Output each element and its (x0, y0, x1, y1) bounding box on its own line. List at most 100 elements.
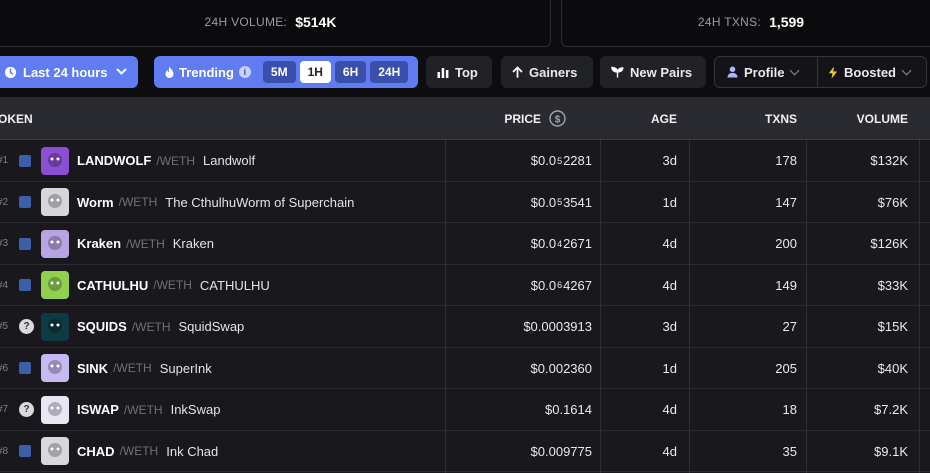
token-symbol[interactable]: CHAD (77, 443, 115, 459)
rank-number: #6 (0, 362, 9, 374)
token-txns: 200 (775, 236, 797, 251)
quote-symbol: /WETH (119, 444, 159, 458)
price-zero-count: 5 (557, 197, 563, 207)
token-symbol[interactable]: SQUIDS (77, 319, 127, 334)
column-header-token[interactable]: OKEN (0, 111, 33, 126)
token-avatar (41, 271, 69, 299)
chevron-down-icon (116, 68, 127, 76)
token-age: 4d (662, 236, 677, 251)
token-price: $0.0 6 4267 (531, 265, 592, 306)
price-header-label: PRICE (504, 111, 541, 126)
chain-badge-icon (19, 196, 31, 208)
token-age: 3d (662, 153, 677, 168)
rank-number: #8 (0, 445, 9, 457)
token-avatar (41, 146, 69, 175)
column-header-txns[interactable]: TXNS (764, 111, 797, 126)
token-symbol[interactable]: LANDWOLF (77, 153, 152, 168)
new-pairs-button[interactable]: New Pairs (600, 56, 706, 88)
table-row[interactable]: #8 CHAD/WETH Ink Chad $0.009775 4d 35 $9.1K (0, 431, 930, 472)
timeframe-6h-button[interactable]: 6H (334, 61, 367, 83)
price-digits: 3541 (563, 194, 592, 210)
table-row[interactable]: #7? ISWAP/WETH InkSwap $0.1614 4d 18 $7.2K (0, 389, 930, 431)
new-pairs-label: New Pairs (630, 64, 693, 80)
info-icon[interactable]: i (238, 66, 251, 78)
column-header-volume[interactable]: VOLUME (856, 111, 908, 126)
rank-number: #4 (0, 279, 9, 291)
token-name: SuperInk (159, 360, 212, 376)
chevron-down-icon (901, 65, 912, 75)
token-volume: $40K (877, 360, 908, 376)
column-header-age[interactable]: AGE (650, 111, 677, 126)
chain-badge-icon (19, 279, 31, 291)
token-price: $0.0 4 2671 (531, 223, 592, 264)
volume-value: $514K (295, 13, 337, 30)
token-age: 4d (662, 277, 677, 293)
token-avatar (41, 312, 69, 341)
chevron-down-icon (790, 65, 800, 75)
token-age: 1d (662, 360, 677, 376)
trending-label[interactable]: Trending (179, 64, 234, 80)
timeframe-24h-button[interactable]: 24H (370, 61, 409, 83)
txns-label: 24H TXNS: (697, 14, 762, 29)
token-volume: $33K (877, 277, 908, 293)
table-row[interactable]: #2 Worm/WETH The CthulhuWorm of Superchain… (0, 182, 930, 223)
token-price: $0.0003913 (523, 306, 592, 347)
top-button[interactable]: Top (426, 56, 492, 88)
table-header: OKEN PRICE $ AGE TXNS VOLUME (0, 97, 930, 140)
token-symbol[interactable]: Kraken (77, 236, 122, 251)
token-symbol[interactable]: Worm (77, 194, 114, 210)
token-name: CATHULHU (199, 277, 270, 293)
volume-label: 24H VOLUME: (204, 14, 288, 29)
txns-card: 24H TXNS: 1,599 (561, 0, 930, 47)
time-range-label: Last 24 hours (23, 64, 108, 80)
bar-chart-icon (437, 67, 449, 78)
gainers-button[interactable]: Gainers (501, 56, 593, 88)
token-age: 4d (662, 402, 677, 417)
token-name: Ink Chad (166, 443, 219, 459)
token-age: 1d (662, 194, 677, 210)
timeframe-5m-button[interactable]: 5M (262, 61, 296, 83)
table-row[interactable]: #6 SINK/WETH SuperInk $0.002360 1d 205 $40K (0, 348, 930, 389)
currency-toggle-icon[interactable]: $ (549, 110, 566, 127)
token-symbol[interactable]: CATHULHU (77, 277, 149, 293)
token-price: $0.002360 (531, 348, 592, 389)
token-volume: $15K (877, 319, 908, 334)
token-price: $0.009775 (531, 431, 592, 472)
time-range-dropdown[interactable]: Last 24 hours (0, 56, 138, 88)
chain-badge-icon (19, 237, 31, 250)
column-header-price[interactable]: PRICE $ (504, 97, 566, 140)
flame-icon (164, 66, 175, 79)
boosted-filter-button[interactable]: Boosted (817, 56, 927, 88)
token-avatar (41, 188, 69, 216)
rank-number: #3 (0, 238, 9, 249)
token-txns: 147 (775, 194, 797, 210)
token-volume: $76K (877, 194, 908, 210)
gainers-label: Gainers (529, 64, 578, 80)
token-avatar (41, 354, 69, 382)
price-prefix: $0.0 (530, 153, 557, 168)
token-symbol[interactable]: SINK (77, 360, 109, 376)
profile-filter-button[interactable]: Profile (714, 56, 818, 88)
rank-number: #5 (0, 321, 9, 332)
token-symbol[interactable]: ISWAP (77, 402, 119, 417)
token-name: Kraken (172, 236, 214, 251)
token-volume: $126K (870, 236, 908, 251)
token-price: $0.0 5 3541 (531, 182, 592, 223)
trending-group: Trending i 5M 1H 6H 24H (154, 56, 418, 88)
boosted-label: Boosted (844, 64, 896, 80)
price-zero-count: 6 (557, 280, 563, 290)
question-icon: ? (19, 402, 34, 417)
price-value: $0.009775 (530, 443, 592, 459)
table-row[interactable]: #5? SQUIDS/WETH SquidSwap $0.0003913 3d 27 $15… (0, 306, 930, 348)
sprout-icon (611, 66, 624, 78)
token-avatar (41, 229, 69, 258)
stats-bar: 24H VOLUME: $514K 24H TXNS: 1,599 (0, 0, 930, 50)
quote-symbol: /WETH (118, 195, 158, 209)
price-value: $0.002360 (530, 360, 592, 376)
filter-bar: Last 24 hours Trending i 5M 1H 6H 24H To… (0, 56, 930, 90)
timeframe-1h-button[interactable]: 1H (299, 61, 331, 83)
token-age: 4d (662, 443, 677, 459)
